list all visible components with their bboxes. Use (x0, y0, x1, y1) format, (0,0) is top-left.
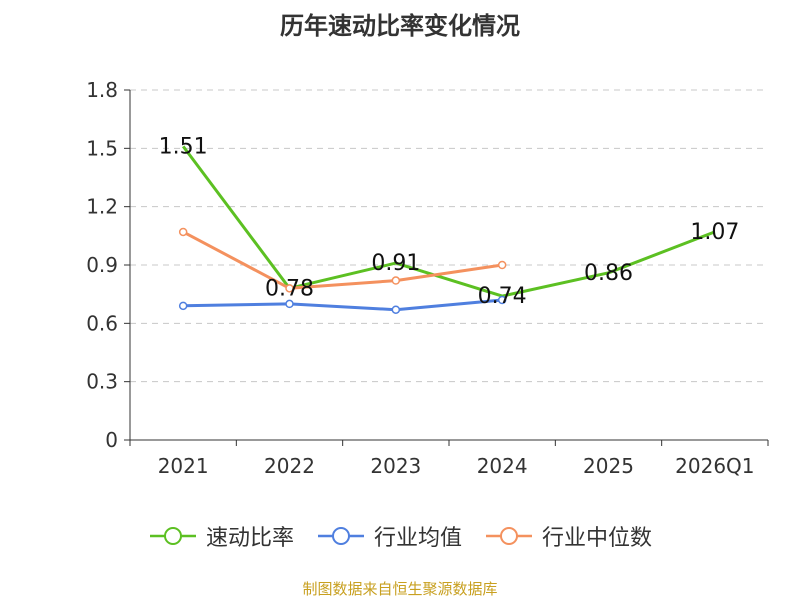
y-tick-label: 1.2 (86, 195, 118, 219)
legend-item-1[interactable]: 行业均值 (316, 520, 462, 552)
y-tick-label: 0 (105, 428, 118, 452)
series-line-1 (183, 298, 503, 312)
series-1-point (497, 295, 507, 305)
legend-swatch-circle (331, 527, 350, 545)
series-2-point (285, 284, 294, 293)
series-1-point (178, 301, 188, 311)
legend-line-circle-icon (149, 527, 196, 545)
legend-swatch-circle (500, 527, 518, 545)
legend-swatch-circle (163, 527, 182, 545)
data-label: 0.91 (371, 251, 420, 276)
chart-title: 历年速动比率变化情况 (280, 12, 520, 40)
legend-label: 行业中位数 (542, 526, 653, 551)
data-label: 0.78 (265, 276, 314, 301)
y-tick-label: 1.5 (86, 136, 118, 160)
axis-layer: 0 0.3 0.6 0.9 1.2 1.5 1.8 2021 2022 2023 2024 2025 2… (86, 78, 769, 478)
legend-line-circle-icon (486, 527, 532, 545)
series-1-point (391, 305, 401, 314)
legend-label: 速动比率 (205, 526, 294, 551)
x-tick-label: 2023 (370, 454, 421, 478)
data-label: 0.74 (478, 284, 527, 309)
data-label-layer: 1.51 0.78 0.91 0.74 0.86 1.07 (159, 134, 740, 309)
legend-item-2[interactable]: 行业中位数 (484, 520, 652, 552)
y-tick-label: 1.8 (86, 78, 118, 102)
grid-layer (130, 89, 768, 383)
series-1-point (285, 299, 294, 309)
x-tick-label: 2021 (158, 454, 209, 478)
x-tick-label: 2022 (264, 454, 315, 478)
series-line-2 (182, 230, 503, 290)
series-2-point (497, 260, 507, 270)
legend-label: 行业均值 (373, 526, 462, 551)
series-line-0 (181, 145, 716, 298)
data-label: 0.86 (584, 261, 633, 286)
series-2-point (391, 276, 401, 285)
y-tick-label: 0.6 (86, 311, 118, 335)
series-2-point (178, 227, 188, 237)
data-label: 1.07 (690, 220, 739, 245)
source-note: 制图数据来自恒生聚源数据库 (302, 580, 498, 598)
legend-line-circle-icon (317, 527, 364, 545)
legend: 速动比率 行业均值 行业中位数 (0, 520, 800, 552)
data-label: 1.51 (159, 134, 208, 159)
y-tick-label: 0.3 (86, 370, 118, 394)
x-tick-label: 2026Q1 (675, 454, 754, 478)
legend-item-0[interactable]: 速动比率 (148, 520, 294, 552)
series-layer (178, 145, 716, 314)
y-tick-label: 0.9 (86, 253, 118, 277)
x-tick-label: 2025 (583, 454, 634, 478)
x-tick-label: 2024 (477, 454, 528, 478)
